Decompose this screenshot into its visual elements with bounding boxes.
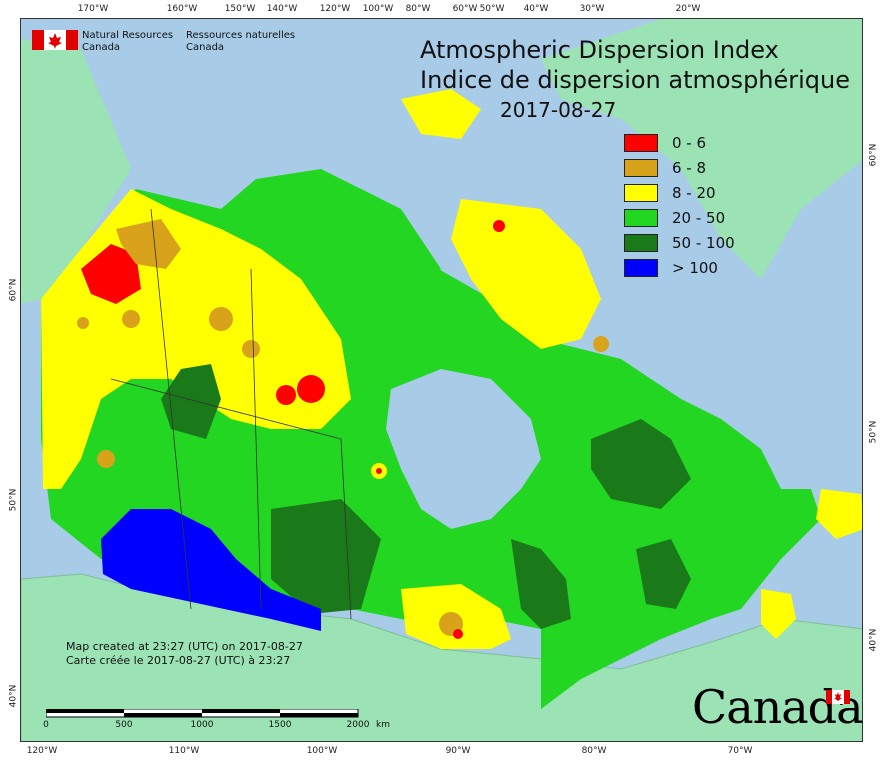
legend-label: 6 - 8 [672, 159, 707, 177]
top-tick: 140°W [266, 4, 298, 14]
hotspot-red [453, 629, 463, 639]
legend-label: 20 - 50 [672, 209, 726, 227]
scale-label: 1500 [268, 720, 292, 730]
legend-label: 0 - 6 [672, 134, 707, 152]
canada-flag-icon [32, 30, 78, 50]
nrcan-logo: Natural Resources Canada Ressources natu… [32, 30, 295, 54]
created-fr: Carte créée le 2017-08-27 (UTC) à 23:27 [66, 654, 291, 667]
scale-label: 0 [43, 720, 49, 730]
left-tick: 60°N [8, 278, 19, 302]
scale-label: 1000 [190, 720, 214, 730]
legend-swatch [624, 184, 658, 202]
hotspot-orange [593, 336, 609, 352]
scale-bar: 0 500 1000 1500 2000 km [43, 706, 390, 730]
created-en: Map created at 23:27 (UTC) on 2017-08-27 [66, 640, 303, 653]
right-tick: 40°N [868, 628, 879, 652]
map-created-note: Map created at 23:27 (UTC) on 2017-08-27… [66, 640, 303, 668]
hudson-bay [386, 369, 541, 529]
legend-swatch [624, 259, 658, 277]
top-tick: 60°W [452, 4, 478, 14]
scale-label: 2000 [346, 720, 370, 730]
hotspot-orange [242, 340, 260, 358]
legend-swatch [624, 209, 658, 227]
wordmark-flag-icon [826, 690, 850, 704]
top-tick: 40°W [523, 4, 549, 14]
right-tick: 60°N [868, 143, 879, 167]
agency-name-fr-1: Ressources naturelles [186, 30, 296, 41]
bottom-tick: 70°W [727, 746, 753, 756]
province-boundary [250, 268, 262, 610]
legend-swatch [624, 159, 658, 177]
left-tick: 40°N [8, 684, 19, 708]
legend-swatch [624, 234, 658, 252]
greenland-landmass [541, 19, 862, 279]
zone-red-yukon [81, 244, 141, 304]
hotspot-orange [209, 307, 233, 331]
bottom-tick: 90°W [445, 746, 471, 756]
zone-darkgreen-labrador [636, 539, 691, 609]
legend-label: 50 - 100 [672, 234, 735, 252]
alaska-landmass [21, 39, 131, 304]
bottom-tick: 110°W [168, 746, 200, 756]
zone-orange-yukon [116, 219, 181, 269]
zone-yellow-eastcoast [761, 589, 796, 639]
bottom-tick: 80°W [581, 746, 607, 756]
agency-name-en-1: Natural Resources [82, 30, 174, 41]
hotspot-red [297, 375, 325, 403]
top-tick: 170°W [77, 4, 109, 14]
bottom-tick: 100°W [306, 746, 338, 756]
hotspot-orange [97, 450, 115, 468]
zone-darkgreen-ontario [511, 539, 571, 629]
zone-green-arctic [261, 179, 441, 289]
zone-blue-prairie [101, 509, 321, 631]
province-boundary [340, 438, 352, 620]
zone-yellow-baffin [451, 199, 601, 349]
zone-darkgreen-prairie [271, 499, 381, 614]
wordmark-text: Canada [692, 680, 864, 734]
top-tick: 150°W [224, 4, 256, 14]
bottom-tick: 120°W [26, 746, 58, 756]
legend-label: 8 - 20 [672, 184, 716, 202]
hotspot-red [276, 385, 296, 405]
left-tick: 50°N [8, 488, 19, 512]
canada-wordmark: Canada [692, 680, 864, 734]
scale-bar-graphic [45, 708, 359, 718]
zone-yellow-arctic [401, 89, 481, 139]
province-boundary [150, 208, 192, 610]
hotspot-red [493, 220, 505, 232]
right-tick: 50°N [868, 420, 879, 444]
scale-label: 500 [115, 720, 133, 730]
legend-swatch [624, 134, 658, 152]
hotspot-orange [77, 317, 89, 329]
hotspot-orange [122, 310, 140, 328]
top-tick: 120°W [319, 4, 351, 14]
agency-name-fr-2: Canada [186, 42, 225, 53]
province-boundary [110, 378, 342, 440]
legend-label: > 100 [672, 259, 718, 277]
zone-darkgreen-west [161, 364, 221, 439]
zone-darkgreen-quebec [591, 419, 691, 509]
map-canvas [21, 19, 862, 741]
map-title-fr: Indice de dispersion atmosphérique [420, 66, 851, 94]
agency-name-en-2: Canada [82, 42, 121, 53]
top-tick: 160°W [166, 4, 198, 14]
top-tick: 80°W [405, 4, 431, 14]
top-tick: 50°W [479, 4, 505, 14]
top-tick: 100°W [362, 4, 394, 14]
top-tick: 30°W [579, 4, 605, 14]
hotspot-red [376, 468, 382, 474]
top-tick: 20°W [675, 4, 701, 14]
map-date: 2017-08-27 [500, 98, 617, 122]
scale-unit: km [376, 720, 390, 730]
zone-yellow-newfoundland [816, 489, 862, 539]
map-panel [20, 18, 863, 742]
map-title-en: Atmospheric Dispersion Index [420, 36, 779, 64]
